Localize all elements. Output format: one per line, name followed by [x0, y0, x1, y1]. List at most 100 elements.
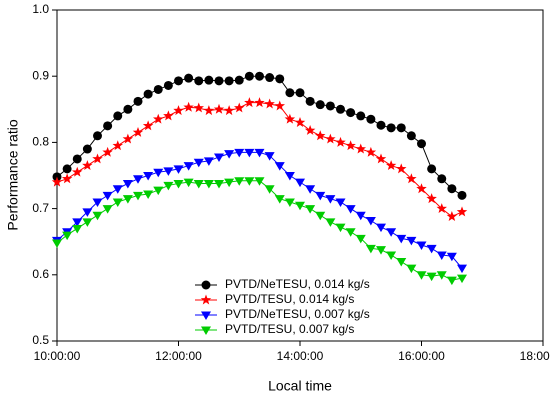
marker: [365, 146, 377, 157]
marker: [102, 191, 113, 201]
legend-label: PVTD/NeTESU, 0.014 kg/s: [225, 277, 370, 291]
marker: [234, 177, 245, 186]
marker: [103, 121, 113, 131]
marker: [355, 211, 366, 221]
marker: [315, 100, 325, 110]
marker: [183, 178, 194, 188]
marker: [365, 244, 376, 254]
marker: [204, 75, 214, 85]
marker: [123, 104, 133, 114]
marker: [92, 211, 103, 221]
marker: [335, 223, 346, 233]
x-tick-label: 10:00:00: [34, 349, 81, 363]
marker: [264, 152, 275, 161]
marker: [102, 205, 113, 214]
marker: [285, 88, 295, 98]
marker: [143, 172, 154, 181]
marker: [446, 252, 457, 262]
marker: [133, 191, 143, 201]
marker: [52, 239, 62, 249]
marker: [82, 160, 93, 171]
marker: [254, 177, 265, 186]
marker: [112, 198, 123, 207]
x-tick-label: 14:00:00: [277, 349, 324, 363]
marker: [234, 75, 244, 85]
marker: [426, 272, 437, 282]
marker: [142, 120, 154, 131]
marker: [446, 276, 457, 286]
marker: [406, 236, 417, 246]
y-axis-title: Performance ratio: [5, 119, 21, 230]
marker: [427, 164, 437, 174]
marker: [82, 208, 93, 217]
marker: [274, 195, 285, 204]
marker: [224, 178, 235, 188]
marker: [304, 124, 316, 135]
marker: [335, 136, 346, 147]
marker: [284, 198, 295, 207]
marker: [214, 179, 224, 189]
marker: [436, 271, 447, 280]
marker: [122, 133, 134, 144]
marker: [396, 234, 407, 244]
marker: [336, 104, 345, 114]
marker: [315, 130, 326, 141]
marker: [62, 231, 73, 241]
marker: [264, 185, 275, 194]
marker: [416, 241, 427, 251]
marker: [386, 251, 397, 260]
marker: [92, 153, 103, 164]
marker: [294, 117, 306, 127]
marker: [72, 166, 83, 177]
marker: [92, 198, 103, 207]
marker: [223, 105, 235, 116]
marker: [366, 114, 376, 124]
marker: [193, 158, 204, 168]
marker: [305, 96, 315, 106]
marker: [264, 98, 275, 109]
marker: [61, 173, 73, 184]
marker: [82, 144, 92, 154]
marker: [203, 105, 215, 116]
marker: [396, 258, 407, 267]
marker: [456, 206, 468, 217]
marker: [457, 190, 467, 200]
x-tick-label: 16:00:00: [398, 349, 445, 363]
marker: [200, 294, 212, 305]
marker: [274, 100, 285, 111]
marker: [457, 264, 467, 274]
marker: [315, 191, 326, 201]
marker: [173, 105, 184, 116]
marker: [201, 311, 211, 320]
marker: [72, 218, 83, 227]
marker: [386, 228, 397, 237]
marker: [416, 271, 427, 280]
marker: [173, 179, 184, 189]
marker: [355, 143, 366, 154]
marker: [112, 140, 123, 151]
y-tick-label: 0.5: [32, 333, 49, 347]
marker: [284, 113, 296, 124]
marker: [356, 111, 366, 121]
marker: [254, 97, 265, 108]
marker: [305, 205, 316, 214]
marker: [122, 179, 133, 189]
marker: [214, 76, 224, 86]
marker: [437, 174, 447, 184]
marker: [173, 165, 184, 174]
marker: [396, 163, 407, 174]
marker: [325, 195, 336, 204]
marker: [174, 76, 183, 86]
marker: [163, 181, 174, 191]
marker: [201, 280, 211, 290]
marker: [244, 71, 254, 81]
marker: [295, 88, 305, 98]
marker: [406, 264, 417, 274]
marker: [93, 131, 102, 141]
marker: [345, 228, 356, 237]
marker: [244, 148, 255, 158]
marker: [416, 183, 427, 194]
marker: [194, 76, 204, 86]
marker: [132, 126, 144, 137]
